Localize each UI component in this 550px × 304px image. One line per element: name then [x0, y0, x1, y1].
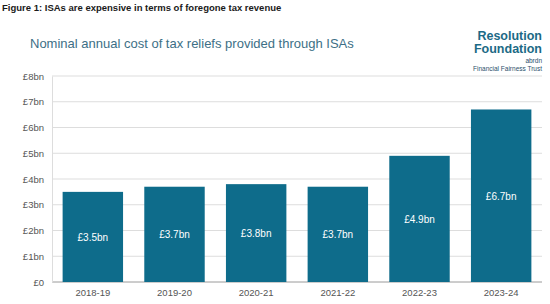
tick: £1bn	[23, 251, 52, 262]
grid-line	[52, 153, 542, 154]
data-label: £3.7bn	[159, 229, 190, 240]
y-axis: £0 £1bn £2bn £3bn £4bn £5bn £6bn £7bn £8bn	[23, 71, 53, 288]
tick-label: £1bn	[23, 251, 44, 262]
tick: £4bn	[23, 174, 52, 185]
grid-line	[52, 127, 542, 128]
grid-line	[52, 256, 542, 257]
subtitle: Nominal annual cost of tax reliefs provi…	[30, 36, 354, 51]
tick: 2018-19	[75, 287, 110, 298]
grid-line	[52, 204, 542, 205]
data-labels: £3.5bn £3.7bn £3.8bn £3.7bn £4.9bn £6.7bn	[78, 191, 517, 243]
tick: 2021-22	[320, 287, 355, 298]
tick-label: £8bn	[23, 71, 44, 82]
grid-line	[52, 101, 542, 102]
tick-label: £4bn	[23, 174, 44, 185]
bar	[63, 192, 123, 282]
tick-label: 2023-24	[484, 287, 519, 298]
tick-label: £2bn	[23, 225, 44, 236]
tick: £5bn	[23, 148, 52, 159]
data-label: £3.8bn	[241, 228, 272, 239]
grid-line	[52, 230, 542, 231]
annotation: abrdn	[525, 57, 542, 64]
tick-label: £3bn	[23, 199, 44, 210]
data-label: £3.5bn	[78, 232, 109, 243]
annotation: Financial Fairness Trust	[473, 65, 542, 72]
x-axis: 2018-19 2019-20 2020-21 2021-22 2022-23 2023-…	[75, 287, 518, 298]
title: Figure 1: ISAs are expensive in terms of…	[2, 2, 281, 13]
tick: 2023-24	[484, 287, 519, 298]
tick: £2bn	[23, 225, 52, 236]
tick-label: 2022-23	[402, 287, 437, 298]
tick-label: 2021-22	[320, 287, 355, 298]
bar	[226, 184, 286, 282]
bar	[471, 109, 531, 282]
tick: £7bn	[23, 96, 52, 107]
tick: £6bn	[23, 122, 52, 133]
tick: 2022-23	[402, 287, 437, 298]
tick-label: £5bn	[23, 148, 44, 159]
tick-label: 2019-20	[157, 287, 192, 298]
tick: 2019-20	[157, 287, 192, 298]
grid	[52, 76, 542, 282]
annotation: Foundation	[474, 42, 542, 56]
tick-label: £7bn	[23, 96, 44, 107]
chart: Figure 1: ISAs are expensive in terms of…	[0, 0, 550, 304]
axis-line	[52, 77, 53, 283]
bars	[63, 109, 532, 282]
grid-line	[52, 282, 542, 283]
data-label: £6.7bn	[486, 191, 517, 202]
tick-label: £0	[33, 277, 44, 288]
data-label: £4.9bn	[404, 214, 435, 225]
plot: £0 £1bn £2bn £3bn £4bn £5bn £6bn £7bn £8bn £3.5bn…	[23, 71, 542, 298]
tick: 2020-21	[239, 287, 274, 298]
tick-label: 2018-19	[75, 287, 110, 298]
tick-label: £6bn	[23, 122, 44, 133]
tick-label: 2020-21	[239, 287, 274, 298]
annotation: Resolution	[477, 29, 542, 43]
grid-line	[52, 179, 542, 180]
data-label: £3.7bn	[323, 229, 354, 240]
bar	[308, 187, 368, 282]
grid-line	[52, 76, 542, 77]
tick: £0	[33, 277, 52, 288]
tick: £3bn	[23, 199, 52, 210]
bar	[389, 156, 449, 282]
tick: £8bn	[23, 71, 52, 82]
bar	[144, 187, 204, 282]
